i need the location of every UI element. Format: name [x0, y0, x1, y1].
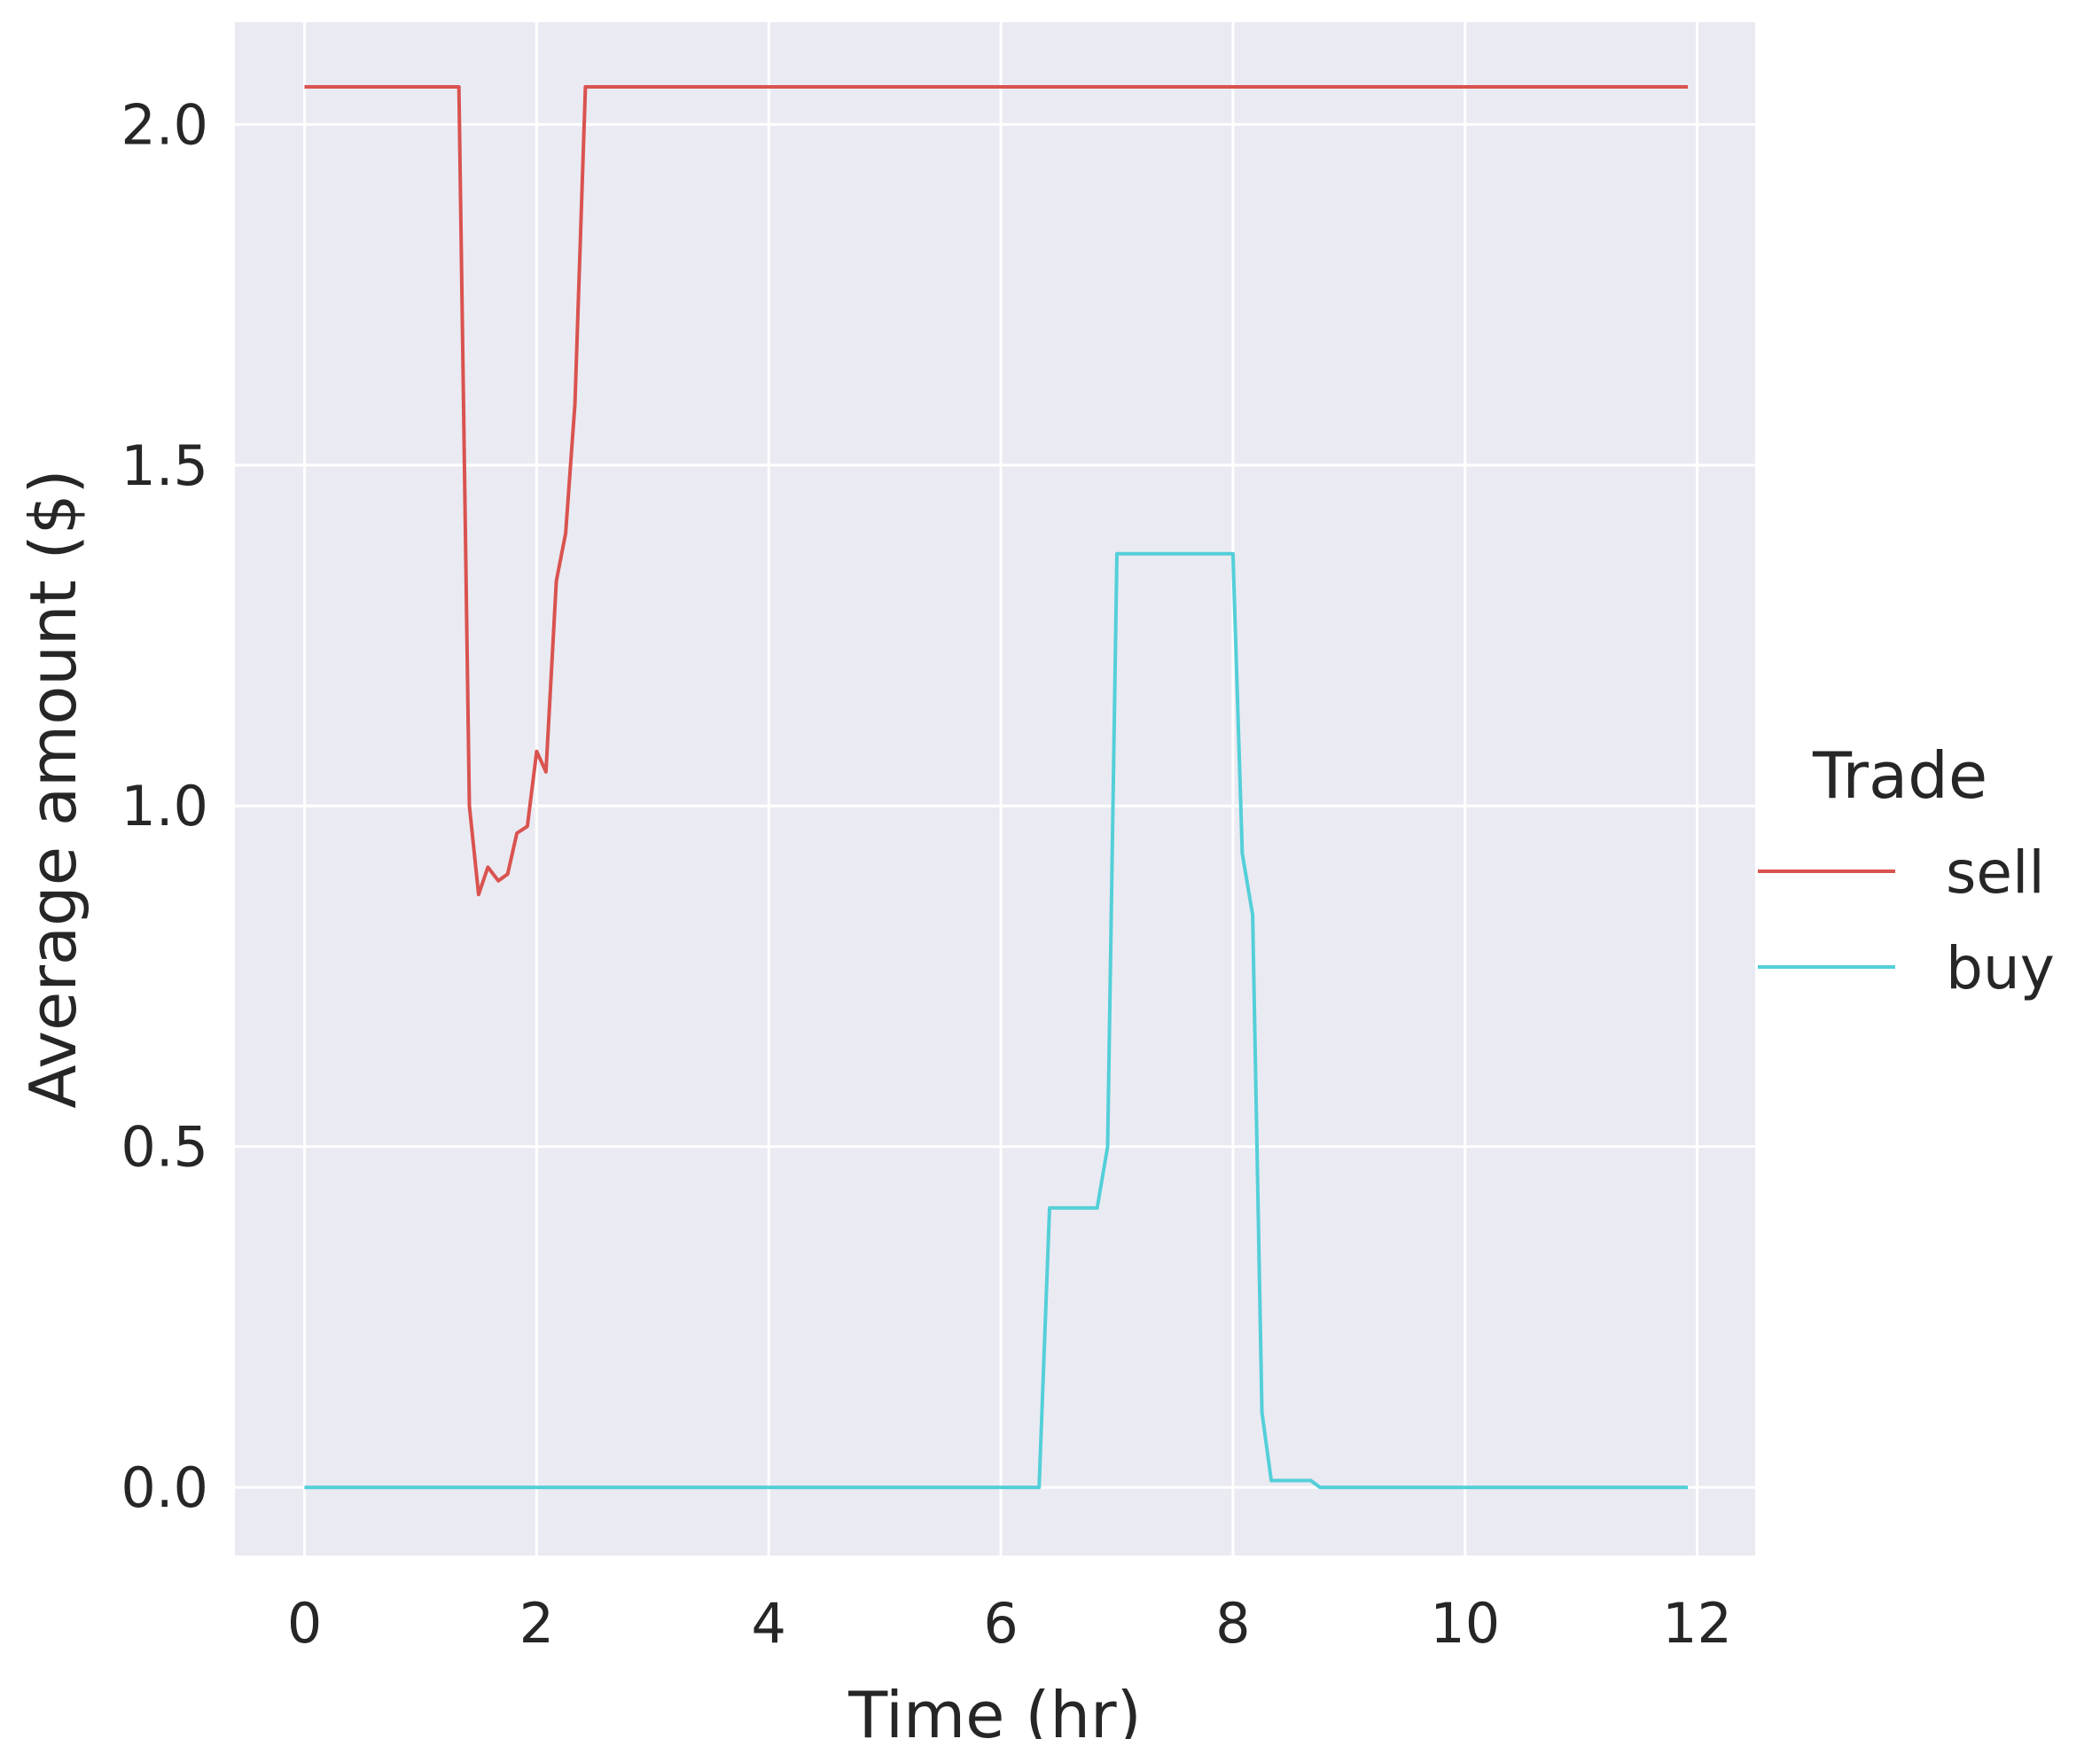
legend: Trade sell buy	[1758, 738, 2055, 1002]
x-tick-label: 4	[751, 1591, 785, 1656]
x-tick-label: 2	[519, 1591, 554, 1656]
legend-label-buy: buy	[1946, 934, 2055, 1002]
x-axis-label: Time (hr)	[847, 1678, 1142, 1739]
x-tick-labels: 0 2 4 6 8 10 12	[287, 1591, 1732, 1656]
legend-label-sell: sell	[1946, 838, 2045, 907]
y-tick-label: 2.0	[121, 92, 208, 157]
x-tick-label: 0	[287, 1591, 322, 1656]
y-tick-label: 0.5	[121, 1115, 208, 1180]
x-tick-label: 6	[983, 1591, 1018, 1656]
y-tick-label: 0.0	[121, 1455, 208, 1520]
x-tick-label: 10	[1430, 1591, 1500, 1656]
y-tick-labels: 0.0 0.5 1.0 1.5 2.0	[121, 92, 208, 1520]
series-line-sell	[304, 85, 1689, 897]
series-lines	[304, 85, 1689, 1490]
plot-background	[235, 22, 1755, 1556]
y-axis-label: Average amount ($)	[16, 469, 90, 1108]
y-tick-label: 1.0	[121, 774, 208, 838]
x-tick-label: 12	[1662, 1591, 1732, 1656]
series-line-buy	[304, 551, 1689, 1490]
y-tick-label: 1.5	[121, 433, 208, 498]
legend-title: Trade	[1812, 738, 1987, 813]
x-tick-label: 8	[1215, 1591, 1250, 1656]
